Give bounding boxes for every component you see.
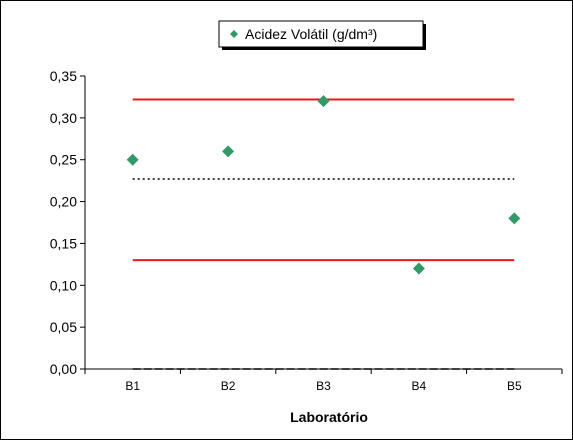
- x-axis-title: Laboratório: [290, 409, 368, 425]
- y-tick-label: 0,00: [50, 361, 77, 377]
- reference-lines: [132, 98, 515, 370]
- x-tick-label: B2: [221, 379, 236, 393]
- tick-labels: 0,00 0,05 0,10 0,15 0,20 0,25 0,30 0,35 B1 B2 B3 B4…: [50, 68, 522, 393]
- x-tick-label: B1: [125, 379, 140, 393]
- x-tick-label: B3: [316, 379, 331, 393]
- y-tick-label: 0,15: [50, 235, 77, 251]
- y-tick-label: 0,20: [50, 194, 77, 210]
- data-point: [222, 145, 235, 158]
- y-tick-label: 0,05: [50, 319, 77, 335]
- data-point: [126, 153, 139, 166]
- legend-label: Acidez Volátil (g/dm³): [245, 26, 377, 42]
- x-tick-label: B4: [412, 379, 427, 393]
- data-point: [508, 212, 521, 225]
- legend-shadow: [423, 24, 426, 50]
- legend-box: [218, 20, 424, 48]
- legend: Acidez Volátil (g/dm³): [218, 20, 426, 50]
- y-tick-label: 0,30: [50, 110, 77, 126]
- x-tick-label: B5: [507, 379, 522, 393]
- data-points: [126, 95, 521, 275]
- y-tick-label: 0,10: [50, 277, 77, 293]
- legend-shadow-bottom: [222, 47, 426, 50]
- y-tick-label: 0,25: [50, 152, 77, 168]
- data-point: [317, 95, 330, 108]
- axes: [80, 75, 563, 374]
- legend-marker-icon: [230, 30, 238, 38]
- y-tick-label: 0,35: [50, 68, 77, 84]
- data-point: [412, 262, 425, 275]
